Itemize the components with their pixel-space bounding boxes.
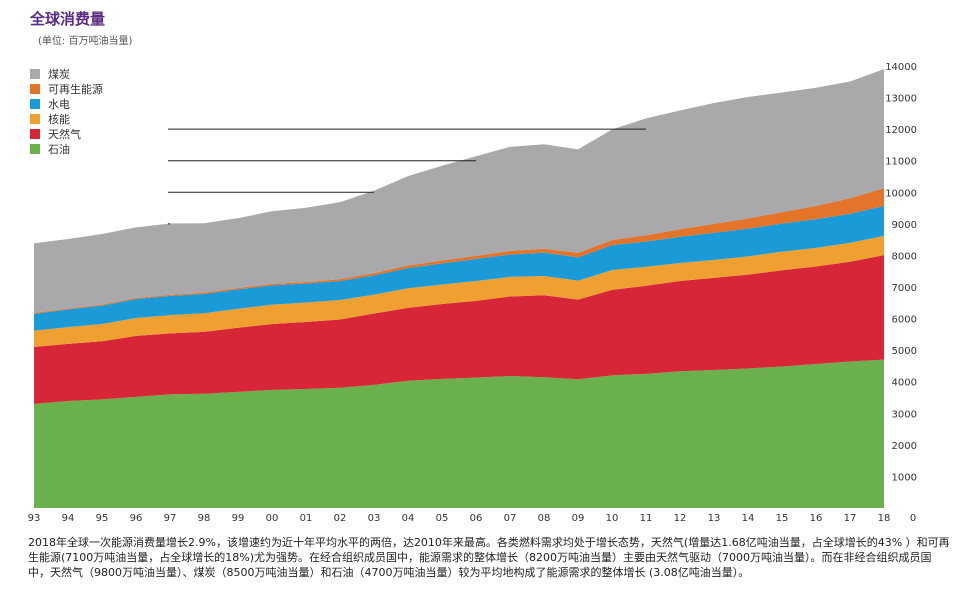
legend-swatch [30,83,40,94]
legend-swatch [30,113,40,124]
legend-item: 煤炭 [30,66,103,81]
x-tick-label: 96 [130,513,143,524]
area-series-0 [34,359,884,508]
x-tick-label: 13 [708,513,721,524]
x-tick-label: 98 [198,513,211,524]
legend-item: 可再生能源 [30,81,103,96]
x-tick-label: 94 [62,513,75,524]
x-tick-label: 14 [742,513,755,524]
y-tick-label: 1000 [892,472,917,483]
y-tick-label: 0 [910,513,916,524]
y-tick-label: 11000 [885,157,917,168]
x-tick-label: 00 [266,513,279,524]
x-tick-label: 11 [640,513,653,524]
legend-item: 天然气 [30,126,103,141]
legend-label: 天然气 [48,127,81,141]
chart-subtitle: (单位: 百万吨油当量) [38,36,133,47]
x-tick-label: 10 [606,513,619,524]
x-tick-label: 95 [96,513,109,524]
y-tick-label: 12000 [885,125,917,136]
chart-caption: 2018年全球一次能源消费量增长2.9%，该增速约为近十年平均水平的两倍，达20… [28,536,950,579]
y-tick-label: 4000 [892,378,917,389]
y-tick-label: 2000 [892,441,917,452]
y-tick-label: 5000 [892,346,917,357]
legend-label: 水电 [48,97,70,111]
legend-swatch [30,68,40,79]
legend-item: 石油 [30,141,103,156]
x-tick-label: 15 [776,513,789,524]
stacked-area-chart: 93 94 95 96 97 98 99 00 01 02 03 04 05 06 07 08 09 10 11 12… [28,62,917,524]
y-tick-label: 13000 [885,94,917,105]
legend-item: 水电 [30,96,103,111]
y-tick-label: 9000 [892,220,917,231]
y-tick-label: 3000 [892,409,917,420]
x-tick-label: 07 [504,513,517,524]
x-tick-label: 03 [368,513,381,524]
x-tick-label: 08 [538,513,551,524]
y-tick-label: 8000 [892,251,917,262]
y-tick-label: 7000 [892,283,917,294]
legend-swatch [30,128,40,139]
legend-label: 核能 [48,112,70,126]
area-series-2 [34,235,884,347]
legend-swatch [30,143,40,154]
area-series-5 [34,69,884,313]
area-series-3 [34,205,884,331]
x-tick-label: 18 [878,513,891,524]
x-tick-label: 97 [164,513,177,524]
legend-label: 煤炭 [48,67,70,81]
legend-item: 核能 [30,111,103,126]
x-tick-label: 06 [470,513,483,524]
area-series-1 [34,255,884,404]
legend-label: 可再生能源 [48,82,103,96]
x-tick-label: 04 [402,513,415,524]
y-tick-label: 14000 [885,62,917,73]
x-tick-label: 01 [300,513,313,524]
x-tick-label: 09 [572,513,585,524]
x-tick-label: 05 [436,513,449,524]
y-tick-label: 10000 [885,188,917,199]
legend-swatch [30,98,40,109]
x-tick-label: 12 [674,513,687,524]
chart-legend: 煤炭 可再生能源 水电 核能 天然气 石油 [30,66,103,156]
x-tick-label: 93 [28,513,41,524]
x-tick-label: 02 [334,513,347,524]
chart-title: 全球消费量 [30,10,106,28]
legend-label: 石油 [48,142,70,156]
x-tick-label: 16 [810,513,823,524]
x-tick-label: 99 [232,513,245,524]
y-tick-label: 6000 [892,315,917,326]
x-tick-label: 17 [844,513,857,524]
